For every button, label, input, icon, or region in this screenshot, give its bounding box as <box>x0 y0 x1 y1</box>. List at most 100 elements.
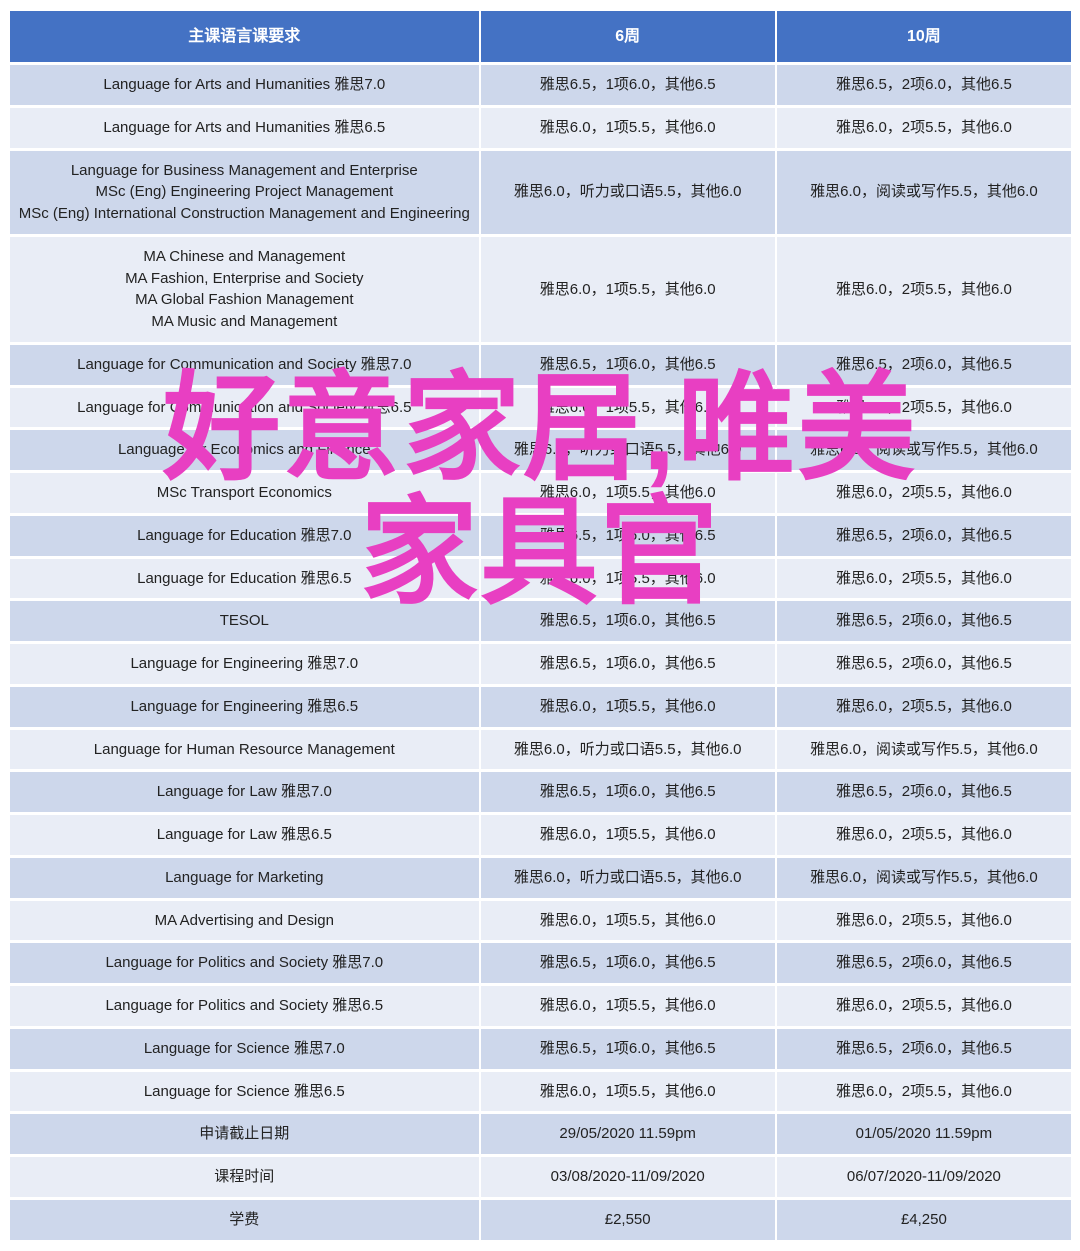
cell-6-weeks: 雅思6.5，1项6.0，其他6.5 <box>481 516 775 556</box>
cell-10-weeks: 雅思6.0，2项5.5，其他6.0 <box>777 559 1071 599</box>
cell-course: Language for Law 雅思6.5 <box>10 815 479 855</box>
cell-6-weeks: 雅思6.0，听力或口语5.5，其他6.0 <box>481 151 775 234</box>
table-row: MSc Transport Economics雅思6.0，1项5.5，其他6.0… <box>10 473 1071 513</box>
cell-course: Language for Politics and Society 雅思7.0 <box>10 943 479 983</box>
cell-10-weeks: 雅思6.5，2项6.0，其他6.5 <box>777 601 1071 641</box>
table-row: 课程时间03/08/2020-11/09/202006/07/2020-11/0… <box>10 1157 1071 1197</box>
cell-6-weeks: 雅思6.5，1项6.0，其他6.5 <box>481 345 775 385</box>
cell-6-weeks: £2,550 <box>481 1200 775 1240</box>
cell-6-weeks: 雅思6.0，1项5.5，其他6.0 <box>481 986 775 1026</box>
table-row: Language for Human Resource Management雅思… <box>10 730 1071 770</box>
cell-10-weeks: 雅思6.0，阅读或写作5.5，其他6.0 <box>777 151 1071 234</box>
cell-course: 申请截止日期 <box>10 1114 479 1154</box>
cell-6-weeks: 雅思6.5，1项6.0，其他6.5 <box>481 1029 775 1069</box>
cell-10-weeks: £4,250 <box>777 1200 1071 1240</box>
table-row: 学费£2,550£4,250 <box>10 1200 1071 1240</box>
table-row: Language for Politics and Society 雅思6.5雅… <box>10 986 1071 1026</box>
header-6-weeks: 6周 <box>481 11 775 62</box>
cell-course: Language for Communication and Society 雅… <box>10 345 479 385</box>
cell-course: Language for Business Management and Ent… <box>10 151 479 234</box>
cell-6-weeks: 雅思6.5，1项6.0，其他6.5 <box>481 65 775 105</box>
cell-course: Language for Engineering 雅思6.5 <box>10 687 479 727</box>
table-row: Language for Engineering 雅思7.0雅思6.5，1项6.… <box>10 644 1071 684</box>
cell-10-weeks: 雅思6.5，2项6.0，其他6.5 <box>777 516 1071 556</box>
header-course-requirement: 主课语言课要求 <box>10 11 479 62</box>
cell-10-weeks: 雅思6.5，2项6.0，其他6.5 <box>777 1029 1071 1069</box>
cell-course: MSc Transport Economics <box>10 473 479 513</box>
cell-10-weeks: 雅思6.0，阅读或写作5.5，其他6.0 <box>777 430 1071 470</box>
cell-course: 课程时间 <box>10 1157 479 1197</box>
cell-10-weeks: 雅思6.0，2项5.5，其他6.0 <box>777 986 1071 1026</box>
table-row: Language for Engineering 雅思6.5雅思6.0，1项5.… <box>10 687 1071 727</box>
cell-course: Language for Law 雅思7.0 <box>10 772 479 812</box>
cell-10-weeks: 雅思6.0，2项5.5，其他6.0 <box>777 108 1071 148</box>
cell-10-weeks: 06/07/2020-11/09/2020 <box>777 1157 1071 1197</box>
cell-6-weeks: 雅思6.5，1项6.0，其他6.5 <box>481 601 775 641</box>
cell-6-weeks: 雅思6.0，听力或口语5.5，其他6.0 <box>481 430 775 470</box>
table-row: Language for Arts and Humanities 雅思7.0雅思… <box>10 65 1071 105</box>
cell-course: MA Advertising and Design <box>10 901 479 941</box>
cell-10-weeks: 雅思6.0，2项5.5，其他6.0 <box>777 815 1071 855</box>
cell-6-weeks: 雅思6.0，1项5.5，其他6.0 <box>481 901 775 941</box>
cell-10-weeks: 雅思6.5，2项6.0，其他6.5 <box>777 65 1071 105</box>
cell-6-weeks: 雅思6.0，1项5.5，其他6.0 <box>481 473 775 513</box>
cell-course: Language for Arts and Humanities 雅思6.5 <box>10 108 479 148</box>
cell-10-weeks: 01/05/2020 11.59pm <box>777 1114 1071 1154</box>
cell-10-weeks: 雅思6.0，2项5.5，其他6.0 <box>777 1072 1071 1112</box>
cell-10-weeks: 雅思6.0，阅读或写作5.5，其他6.0 <box>777 858 1071 898</box>
cell-6-weeks: 雅思6.0，听力或口语5.5，其他6.0 <box>481 858 775 898</box>
cell-6-weeks: 雅思6.0，1项5.5，其他6.0 <box>481 559 775 599</box>
table-row: 申请截止日期29/05/2020 11.59pm01/05/2020 11.59… <box>10 1114 1071 1154</box>
cell-6-weeks: 雅思6.0，1项5.5，其他6.0 <box>481 237 775 342</box>
cell-course: Language for Economics and Finance <box>10 430 479 470</box>
table-row: Language for Arts and Humanities 雅思6.5雅思… <box>10 108 1071 148</box>
header-10-weeks: 10周 <box>777 11 1071 62</box>
cell-10-weeks: 雅思6.5，2项6.0，其他6.5 <box>777 772 1071 812</box>
cell-course: Language for Science 雅思7.0 <box>10 1029 479 1069</box>
cell-6-weeks: 雅思6.0，1项5.5，其他6.0 <box>481 1072 775 1112</box>
table-row: Language for Education 雅思7.0雅思6.5，1项6.0，… <box>10 516 1071 556</box>
table-row: Language for Communication and Society 雅… <box>10 345 1071 385</box>
table-body: Language for Arts and Humanities 雅思7.0雅思… <box>10 65 1071 1240</box>
cell-course: Language for Communication and Society 雅… <box>10 388 479 428</box>
table-row: MA Chinese and Management MA Fashion, En… <box>10 237 1071 342</box>
cell-course: Language for Engineering 雅思7.0 <box>10 644 479 684</box>
table-row: Language for Business Management and Ent… <box>10 151 1071 234</box>
cell-6-weeks: 雅思6.0，1项5.5，其他6.0 <box>481 815 775 855</box>
cell-course: Language for Arts and Humanities 雅思7.0 <box>10 65 479 105</box>
cell-course: TESOL <box>10 601 479 641</box>
table-row: Language for Marketing雅思6.0，听力或口语5.5，其他6… <box>10 858 1071 898</box>
cell-6-weeks: 雅思6.5，1项6.0，其他6.5 <box>481 772 775 812</box>
language-requirements-table: 主课语言课要求 6周 10周 Language for Arts and Hum… <box>8 8 1073 1243</box>
cell-6-weeks: 雅思6.0，听力或口语5.5，其他6.0 <box>481 730 775 770</box>
cell-10-weeks: 雅思6.0，阅读或写作5.5，其他6.0 <box>777 730 1071 770</box>
cell-course: Language for Human Resource Management <box>10 730 479 770</box>
table-header-row: 主课语言课要求 6周 10周 <box>10 11 1071 62</box>
table-row: Language for Law 雅思7.0雅思6.5，1项6.0，其他6.5雅… <box>10 772 1071 812</box>
cell-course: Language for Education 雅思6.5 <box>10 559 479 599</box>
cell-course: Language for Education 雅思7.0 <box>10 516 479 556</box>
table-row: Language for Science 雅思6.5雅思6.0，1项5.5，其他… <box>10 1072 1071 1112</box>
cell-10-weeks: 雅思6.0，2项5.5，其他6.0 <box>777 901 1071 941</box>
cell-6-weeks: 雅思6.5，1项6.0，其他6.5 <box>481 943 775 983</box>
cell-course: Language for Politics and Society 雅思6.5 <box>10 986 479 1026</box>
cell-6-weeks: 雅思6.5，1项6.0，其他6.5 <box>481 644 775 684</box>
cell-10-weeks: 雅思6.0，2项5.5，其他6.0 <box>777 473 1071 513</box>
cell-10-weeks: 雅思6.0，2项5.5，其他6.0 <box>777 388 1071 428</box>
table-row: MA Advertising and Design雅思6.0，1项5.5，其他6… <box>10 901 1071 941</box>
table-row: Language for Communication and Society 雅… <box>10 388 1071 428</box>
cell-course: Language for Marketing <box>10 858 479 898</box>
table-row: Language for Law 雅思6.5雅思6.0，1项5.5，其他6.0雅… <box>10 815 1071 855</box>
cell-6-weeks: 29/05/2020 11.59pm <box>481 1114 775 1154</box>
cell-6-weeks: 03/08/2020-11/09/2020 <box>481 1157 775 1197</box>
table-row: TESOL雅思6.5，1项6.0，其他6.5雅思6.5，2项6.0，其他6.5 <box>10 601 1071 641</box>
table-row: Language for Science 雅思7.0雅思6.5，1项6.0，其他… <box>10 1029 1071 1069</box>
table-row: Language for Economics and Finance雅思6.0，… <box>10 430 1071 470</box>
cell-course: Language for Science 雅思6.5 <box>10 1072 479 1112</box>
cell-10-weeks: 雅思6.5，2项6.0，其他6.5 <box>777 644 1071 684</box>
cell-6-weeks: 雅思6.0，1项5.5，其他6.0 <box>481 687 775 727</box>
cell-6-weeks: 雅思6.0，1项5.5，其他6.0 <box>481 108 775 148</box>
cell-6-weeks: 雅思6.0，1项5.5，其他6.0 <box>481 388 775 428</box>
table-row: Language for Education 雅思6.5雅思6.0，1项5.5，… <box>10 559 1071 599</box>
cell-course: MA Chinese and Management MA Fashion, En… <box>10 237 479 342</box>
